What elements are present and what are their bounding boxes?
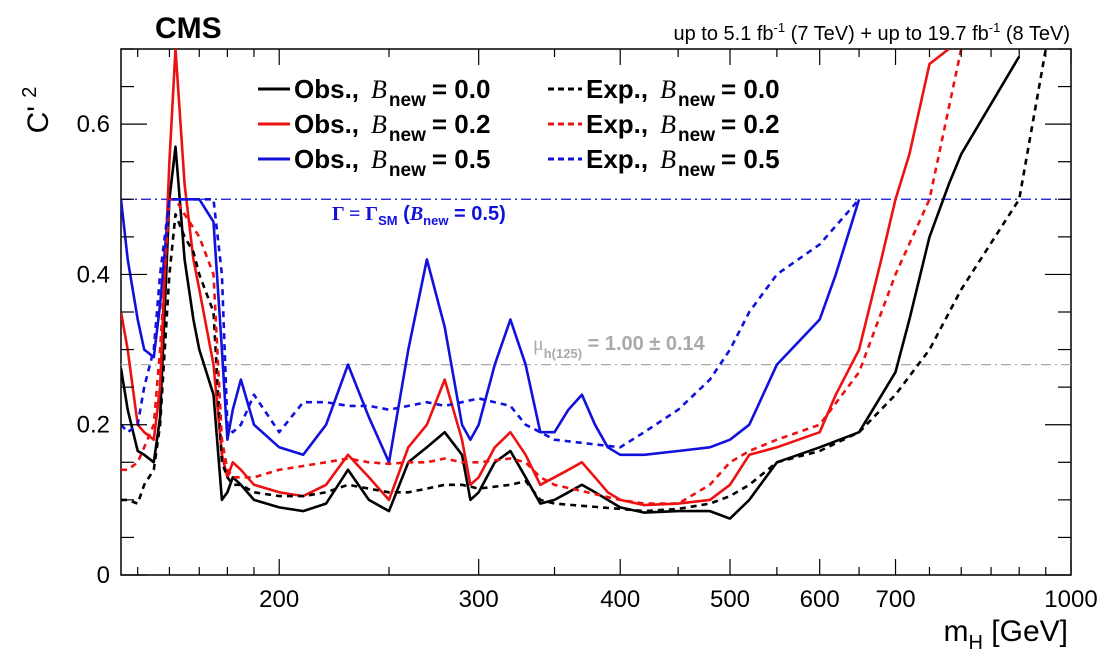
x-axis-label-main: m bbox=[944, 615, 969, 648]
gamma-tail: = 0.5) bbox=[448, 203, 505, 225]
gamma-paren: ( bbox=[398, 203, 411, 225]
series-line-5 bbox=[121, 198, 861, 449]
series-line-3 bbox=[121, 49, 1048, 513]
y-axis-label-main: C' bbox=[22, 98, 55, 134]
lumi-8tev-sup: -1 bbox=[989, 20, 1001, 35]
series-line-1 bbox=[121, 49, 950, 507]
gamma-b: B bbox=[409, 203, 423, 225]
y-axis-label-sup: 2 bbox=[19, 87, 41, 98]
experiment-label: CMS bbox=[155, 12, 222, 45]
x-axis-label-sub: H bbox=[969, 632, 983, 651]
x-axis-ticks: 200 300 400 500 600 700 1000 bbox=[137, 49, 1098, 613]
x-tick-label: 300 bbox=[459, 586, 499, 613]
x-axis-label: mH [GeV] bbox=[944, 615, 1069, 651]
y-tick-label: 0.4 bbox=[77, 261, 110, 288]
x-tick-label: 600 bbox=[800, 586, 840, 613]
x-tick-label: 1000 bbox=[1044, 586, 1097, 613]
x-axis-label-unit: [GeV] bbox=[983, 615, 1068, 648]
series-line-4 bbox=[121, 49, 963, 505]
lumi-7tev-sup: -1 bbox=[774, 20, 786, 35]
lumi-7tev-text: up to 5.1 fb bbox=[673, 23, 773, 45]
gamma-main: Γ = Γ bbox=[332, 203, 378, 225]
y-tick-label: 0 bbox=[97, 562, 110, 589]
lumi-7tev-energy: (7 TeV) + up to 19.7 fb bbox=[785, 23, 989, 45]
data-series bbox=[121, 49, 1048, 520]
gamma-bsub: new bbox=[423, 213, 449, 228]
y-tick-label: 0.2 bbox=[77, 412, 110, 439]
mu-tail: = 1.00 ± 0.14 bbox=[582, 333, 706, 355]
mu-sub: h(125) bbox=[544, 346, 582, 361]
mu-annotation: μh(125) = 1.00 ± 0.14 bbox=[533, 333, 706, 361]
mu-main: μ bbox=[533, 333, 544, 355]
x-tick-label: 200 bbox=[259, 586, 299, 613]
y-axis-label: C' 2 bbox=[19, 87, 55, 134]
y-tick-label: 0.6 bbox=[77, 111, 110, 138]
y-axis-ticks: 0 0.2 0.4 0.6 bbox=[77, 48, 1071, 589]
x-tick-label: 500 bbox=[710, 586, 750, 613]
gamma-sm-annotation: Γ = ΓSM (Bnew = 0.5) bbox=[332, 203, 506, 228]
series-line-2 bbox=[121, 198, 861, 464]
gamma-sub: SM bbox=[378, 213, 398, 228]
reference-lines bbox=[121, 198, 1071, 366]
x-tick-label: 400 bbox=[600, 586, 640, 613]
lumi-8tev-energy: (8 TeV) bbox=[1000, 23, 1070, 45]
x-tick-label: 700 bbox=[876, 586, 916, 613]
luminosity-label: up to 5.1 fb-1 (7 TeV) + up to 19.7 fb-1… bbox=[673, 20, 1070, 45]
series-line-0 bbox=[121, 55, 1021, 520]
